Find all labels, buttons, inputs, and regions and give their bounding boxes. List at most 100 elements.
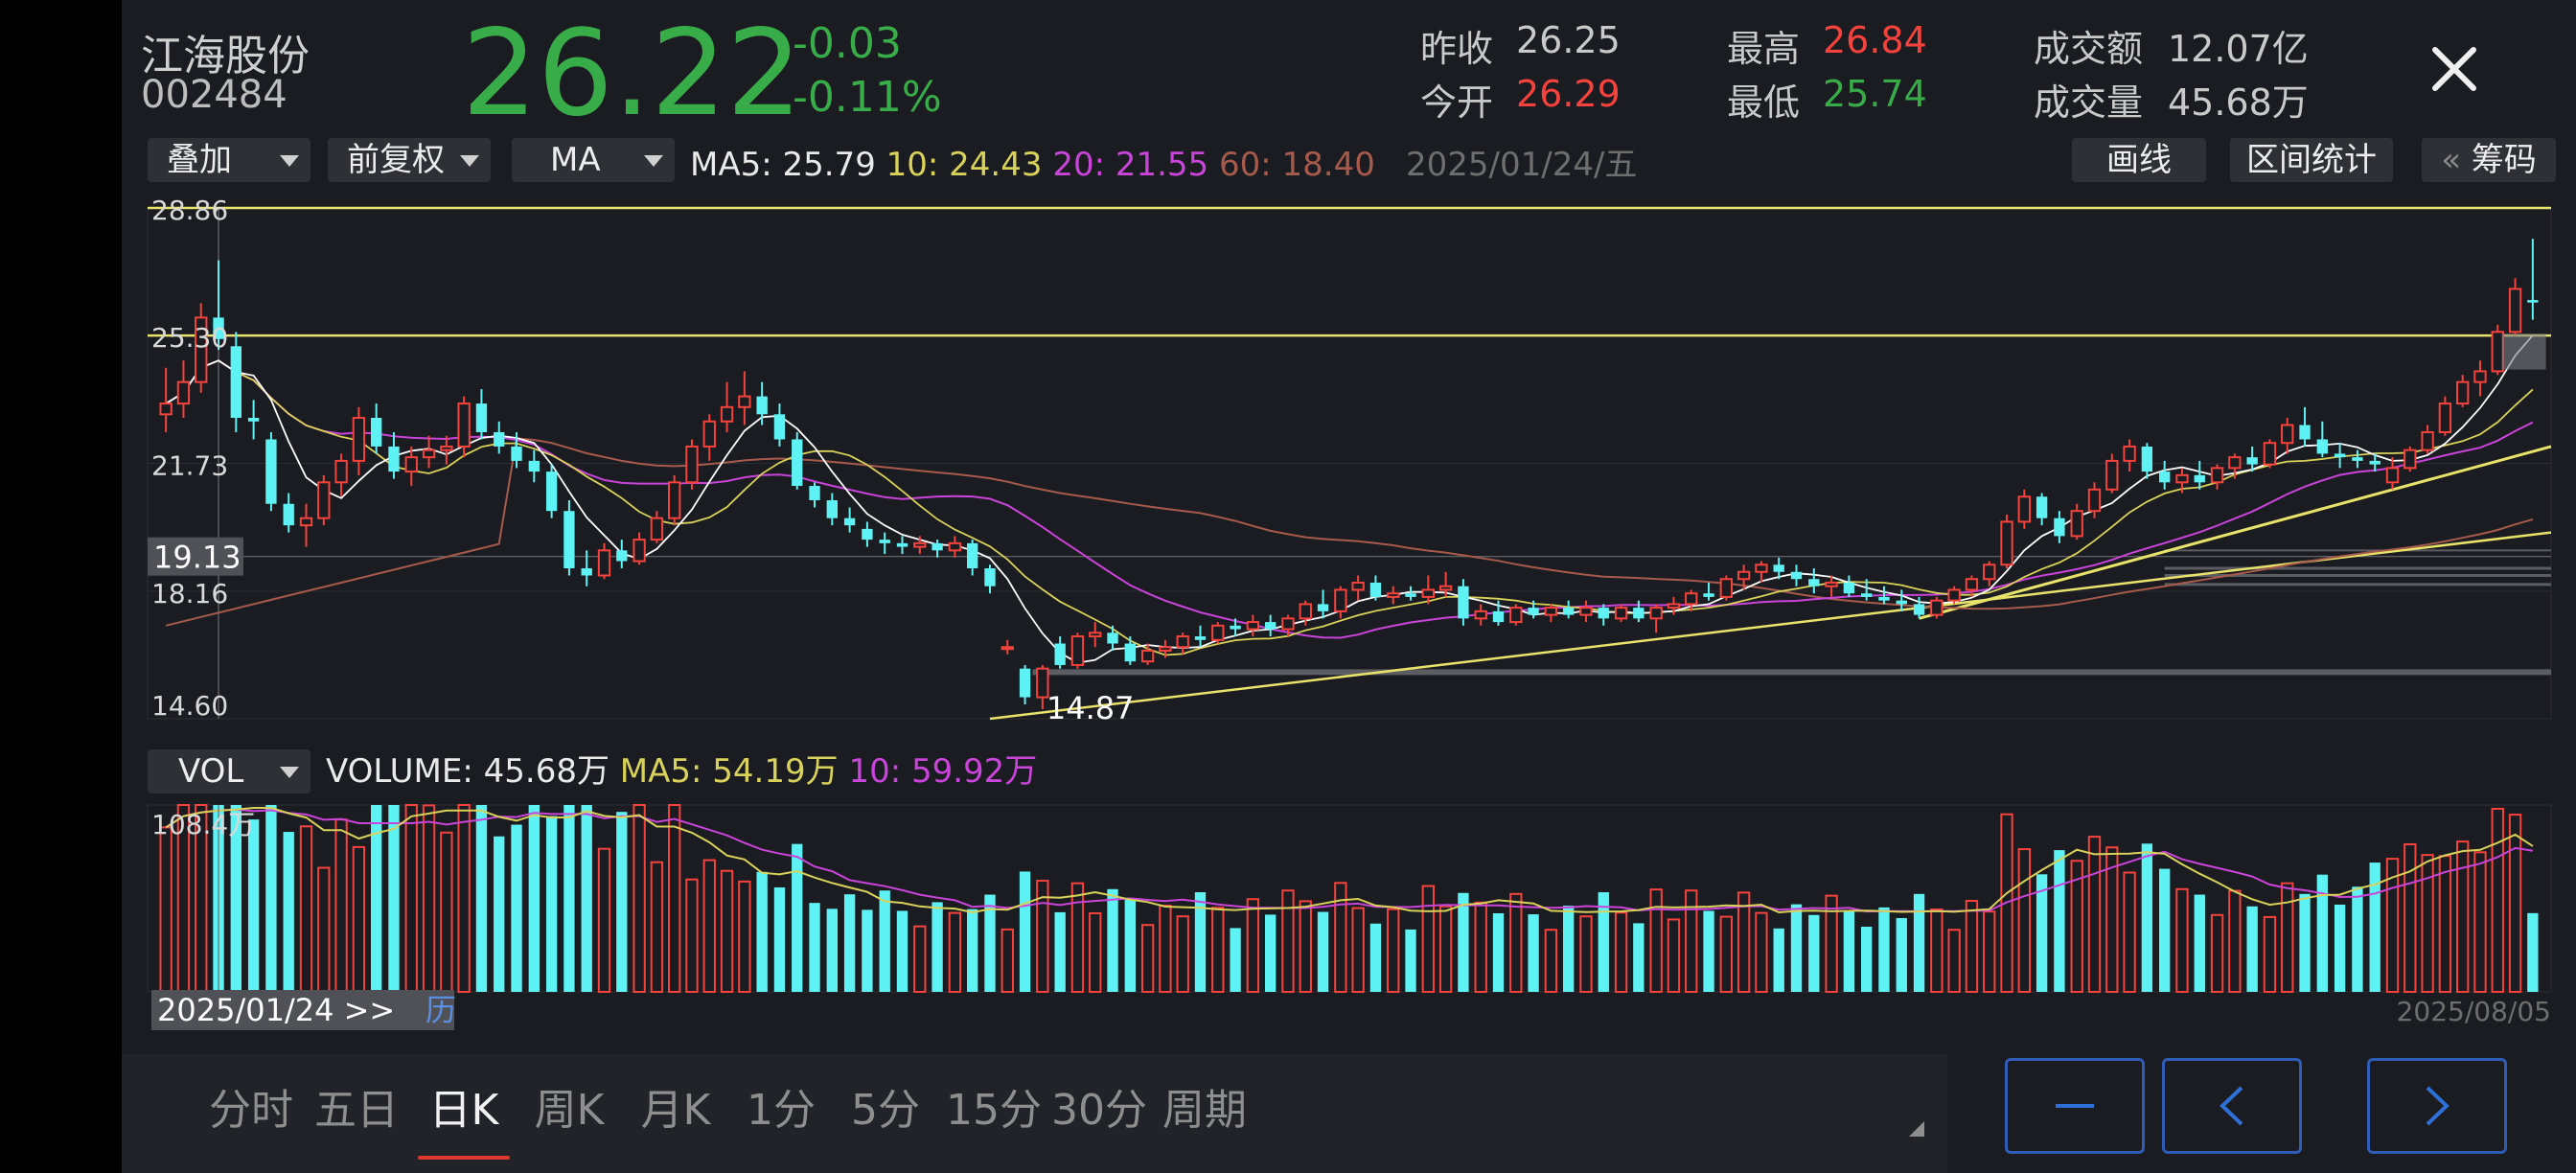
- volume-bar: [2438, 855, 2452, 993]
- tab-8[interactable]: 30分: [1051, 1086, 1147, 1135]
- candle: [1299, 600, 1312, 626]
- volume-bar: [581, 805, 592, 992]
- candle: [1369, 575, 1382, 601]
- candle-body: [2527, 300, 2539, 303]
- candle: [1719, 575, 1733, 601]
- candle-body: [862, 528, 873, 540]
- candle-body: [2246, 457, 2258, 465]
- tab-1[interactable]: 五日: [314, 1086, 399, 1135]
- volume-bar: [1544, 929, 1558, 993]
- volume-bar: [2316, 874, 2328, 992]
- close-icon[interactable]: [2431, 46, 2477, 92]
- candle: [597, 542, 611, 580]
- candle: [1544, 604, 1558, 623]
- candle: [176, 360, 191, 419]
- volume-bar: [738, 880, 751, 993]
- candle-body: [422, 448, 436, 459]
- candle-body: [371, 418, 382, 447]
- price-tick-label: 21.73: [151, 450, 228, 482]
- candle-body: [2508, 288, 2522, 334]
- candle-body: [1790, 571, 1803, 580]
- volume-bar: [564, 805, 575, 992]
- volume-legend: VOLUME: 45.68万 MA5: 54.19万 10: 59.92万: [326, 749, 1037, 794]
- volume-bar: [984, 894, 996, 992]
- candle: [650, 511, 664, 543]
- candle-body: [1421, 588, 1435, 598]
- tab-0[interactable]: 分时: [209, 1086, 293, 1135]
- candle: [2438, 396, 2452, 436]
- ma10-line: [165, 359, 2534, 656]
- kline-chart[interactable]: 28.86 25.30 21.73 18.16 14.60 19.13 14.87: [122, 192, 2576, 748]
- candle-body: [159, 402, 172, 416]
- candle: [668, 474, 681, 526]
- volume-bar: [2404, 843, 2417, 994]
- candle: [2194, 460, 2205, 490]
- candle: [1703, 582, 1714, 601]
- tab-6[interactable]: 5分: [851, 1086, 920, 1135]
- candle-body: [283, 503, 294, 526]
- candle: [2316, 421, 2328, 458]
- candle-body: [773, 414, 786, 440]
- tab-7[interactable]: 15分: [946, 1086, 1042, 1135]
- candle-body: [564, 511, 575, 569]
- candle-body: [1719, 578, 1733, 598]
- candle: [404, 446, 418, 487]
- volume-bar: [404, 804, 418, 993]
- volume-bar: [1685, 889, 1698, 993]
- range-stats-button[interactable]: 区间统计: [2230, 138, 2393, 182]
- candle: [2491, 324, 2504, 376]
- volume-bar: [1649, 888, 1663, 993]
- volume-bar: [1528, 914, 1539, 992]
- volume-indicator-dropdown[interactable]: VOL: [148, 749, 310, 794]
- adjust-dropdown[interactable]: 前复权: [328, 138, 491, 182]
- volume-bar: [1036, 880, 1049, 993]
- candle: [720, 381, 734, 432]
- tab-2[interactable]: 日K: [397, 1075, 531, 1160]
- tab-4[interactable]: 月K: [640, 1086, 711, 1135]
- next-button[interactable]: [2367, 1058, 2507, 1154]
- candle-body: [1930, 599, 1944, 616]
- tab-3[interactable]: 周K: [534, 1086, 605, 1135]
- volume-bar: [1563, 906, 1575, 992]
- prev-close-label: 昨收: [1420, 28, 1494, 70]
- candle-body: [1755, 564, 1768, 573]
- volume-bar: [1667, 918, 1681, 993]
- candle-body: [1878, 596, 1890, 601]
- volume-bar: [1492, 912, 1505, 992]
- prev-button[interactable]: [2162, 1058, 2302, 1154]
- candle: [247, 400, 260, 440]
- candle: [1965, 575, 1979, 597]
- indicator-dropdown[interactable]: MA: [512, 138, 675, 182]
- overlay-dropdown[interactable]: 叠加: [148, 138, 310, 182]
- candle: [581, 550, 592, 586]
- candle-body: [2105, 459, 2119, 491]
- zoom-out-button[interactable]: [2005, 1058, 2145, 1154]
- volume-bar: [2194, 894, 2205, 992]
- candle: [773, 403, 786, 447]
- candle-body: [616, 550, 628, 562]
- candle: [283, 493, 294, 533]
- candle-body: [317, 481, 331, 519]
- chips-button[interactable]: « 筹码: [2422, 138, 2556, 182]
- draw-line-button[interactable]: 画线: [2072, 138, 2206, 182]
- candle-body: [1614, 607, 1628, 620]
- candle-body: [984, 568, 996, 586]
- candle: [738, 371, 751, 426]
- candle: [2087, 482, 2102, 518]
- candle-body: [1230, 625, 1241, 630]
- end-date-label: 2025/08/05: [2397, 996, 2551, 1027]
- volume-bar: [494, 836, 505, 992]
- candle: [809, 482, 820, 508]
- candle: [1808, 568, 1820, 594]
- candle-body: [1965, 578, 1979, 591]
- candle-body: [1299, 603, 1312, 620]
- tab-9[interactable]: 周期: [1162, 1086, 1247, 1135]
- ma-legend: MA5: 25.79 10: 24.43 20: 21.55 60: 18.40: [690, 143, 1375, 187]
- candle-body: [528, 460, 540, 472]
- volume-chart[interactable]: 108.4万 2025/01/24 >> 历 2025/08/05: [122, 795, 2576, 1035]
- candle: [1140, 643, 1155, 665]
- candle: [1861, 579, 1873, 601]
- price-tick-label: 25.30: [151, 322, 228, 354]
- history-link[interactable]: 历: [426, 992, 456, 1028]
- tab-5[interactable]: 1分: [747, 1086, 816, 1135]
